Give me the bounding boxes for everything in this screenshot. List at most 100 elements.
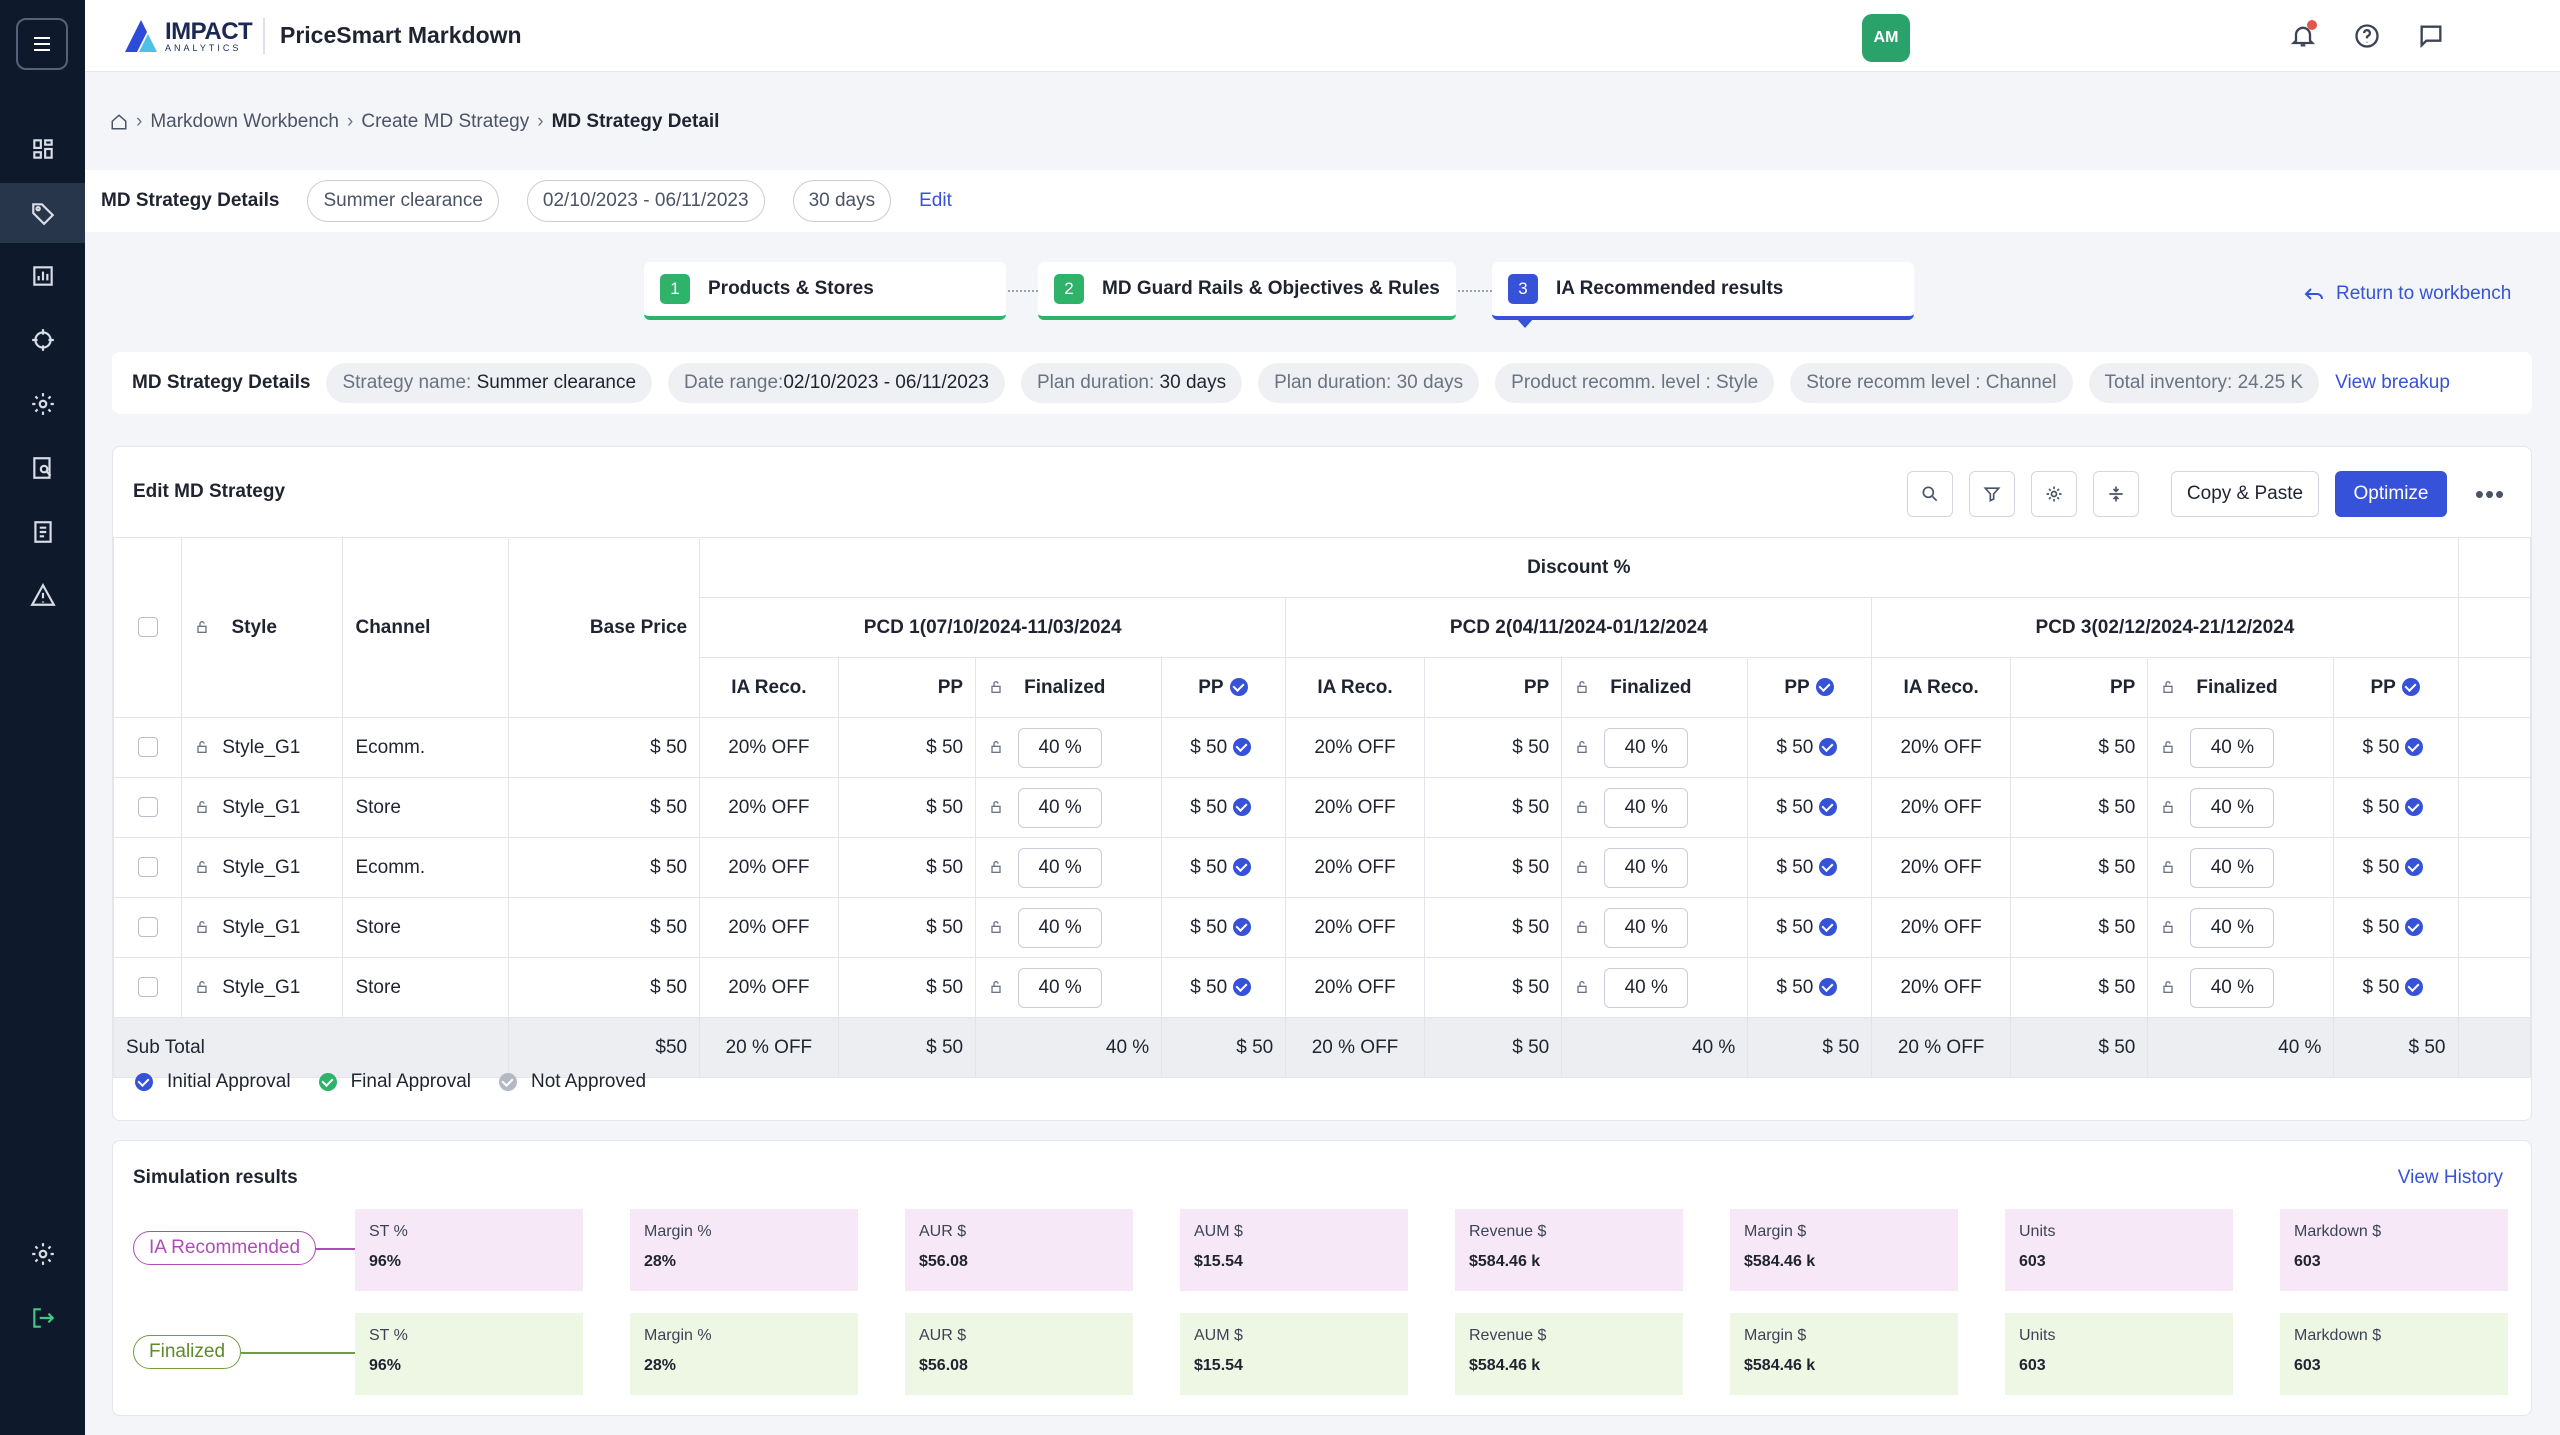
finalized-input[interactable]: 40 % <box>1604 727 1689 768</box>
finalized-input[interactable]: 40 % <box>1604 967 1689 1008</box>
finalized-input[interactable]: 40 % <box>1018 727 1103 768</box>
ia-reco-header[interactable]: IA Reco. <box>699 657 839 718</box>
approval-check-icon[interactable] <box>1233 798 1252 817</box>
pp-approval-header[interactable]: PP <box>1747 657 1873 718</box>
ia-reco-header[interactable]: IA Reco. <box>1871 657 2011 718</box>
finalized-input[interactable]: 40 % <box>2190 787 2275 828</box>
finalized-header[interactable]: Finalized <box>975 657 1163 718</box>
pp-approval-header[interactable]: PP <box>2333 657 2459 718</box>
row-checkbox[interactable] <box>137 797 158 818</box>
chat-button[interactable] <box>2413 18 2449 54</box>
table-row[interactable]: Style_G1 Store $ 50 20% OFF $ 50 40 % $ 50 20% … <box>112 777 2531 838</box>
notifications-button[interactable] <box>2285 18 2321 54</box>
lock-icon[interactable] <box>1574 859 1590 875</box>
approval-check-icon[interactable] <box>1819 978 1838 997</box>
expand-rows-button[interactable] <box>2093 471 2139 517</box>
approval-check-icon[interactable] <box>2405 738 2424 757</box>
lock-icon[interactable] <box>988 799 1004 815</box>
approval-check-icon[interactable] <box>1233 738 1252 757</box>
step-guard-rails[interactable]: 2 MD Guard Rails & Objectives & Rules <box>1038 262 1456 320</box>
lock-icon[interactable] <box>2160 799 2176 815</box>
lock-icon[interactable] <box>194 739 210 755</box>
breadcrumb-create-md-strategy[interactable]: Create MD Strategy <box>361 111 530 132</box>
style-header[interactable]: Style <box>181 537 344 718</box>
base-price-header[interactable]: Base Price <box>507 537 701 718</box>
sidebar-item-reports[interactable] <box>0 246 85 306</box>
finalized-input[interactable]: 40 % <box>1018 847 1103 888</box>
row-checkbox[interactable] <box>137 737 158 758</box>
lock-icon[interactable] <box>194 919 210 935</box>
sidebar-item-alerts[interactable] <box>0 565 85 625</box>
finalized-header[interactable]: Finalized <box>2147 657 2335 718</box>
row-checkbox[interactable] <box>137 977 158 998</box>
sidebar-item-dashboard[interactable] <box>0 119 85 179</box>
finalized-input[interactable]: 40 % <box>1018 907 1103 948</box>
sidebar-item-documents[interactable] <box>0 502 85 562</box>
sidebar-item-analytics[interactable] <box>0 438 85 498</box>
pp-approval-header[interactable]: PP <box>1161 657 1287 718</box>
lock-icon[interactable] <box>2160 679 2176 695</box>
step-products-stores[interactable]: 1 Products & Stores <box>644 262 1006 320</box>
copy-paste-button[interactable]: Copy & Paste <box>2171 471 2319 517</box>
pp-header[interactable]: PP <box>1423 657 1563 718</box>
channel-header[interactable]: Channel <box>342 537 509 718</box>
approval-check-icon[interactable] <box>1815 678 1834 697</box>
approval-check-icon[interactable] <box>1819 798 1838 817</box>
sidebar-item-markdown[interactable] <box>0 183 85 243</box>
finalized-input[interactable]: 40 % <box>2190 907 2275 948</box>
approval-check-icon[interactable] <box>2405 858 2424 877</box>
impact-analytics-logo[interactable]: IMPACT ANALYTICS <box>121 16 253 56</box>
settings-button[interactable] <box>2031 471 2077 517</box>
lock-icon[interactable] <box>194 619 210 635</box>
lock-icon[interactable] <box>2160 919 2176 935</box>
approval-check-icon[interactable] <box>2405 918 2424 937</box>
approval-check-icon[interactable] <box>1819 738 1838 757</box>
table-row[interactable]: Style_G1 Ecomm. $ 50 20% OFF $ 50 40 % $ 50 20%… <box>112 837 2531 898</box>
avatar[interactable]: AM <box>1862 14 1910 62</box>
view-breakup-link[interactable]: View breakup <box>2335 372 2450 393</box>
lock-icon[interactable] <box>988 859 1004 875</box>
home-icon[interactable] <box>110 113 128 131</box>
approval-check-icon[interactable] <box>2405 978 2424 997</box>
lock-icon[interactable] <box>1574 679 1590 695</box>
finalized-input[interactable]: 40 % <box>1018 787 1103 828</box>
finalized-input[interactable]: 40 % <box>1604 787 1689 828</box>
lock-icon[interactable] <box>1574 919 1590 935</box>
lock-icon[interactable] <box>2160 979 2176 995</box>
more-options-button[interactable]: ••• <box>2474 478 2506 509</box>
sidebar-item-logout[interactable] <box>0 1288 85 1348</box>
lock-icon[interactable] <box>988 679 1004 695</box>
lock-icon[interactable] <box>194 859 210 875</box>
pp-header[interactable]: PP <box>2009 657 2149 718</box>
lock-icon[interactable] <box>1574 979 1590 995</box>
step-ia-recommended[interactable]: 3 IA Recommended results <box>1492 262 1914 320</box>
select-all-checkbox[interactable] <box>137 617 158 638</box>
lock-icon[interactable] <box>1574 739 1590 755</box>
approval-check-icon[interactable] <box>1819 858 1838 877</box>
table-row[interactable]: Style_G1 Store $ 50 20% OFF $ 50 40 % $ 50 20% … <box>112 897 2531 958</box>
lock-icon[interactable] <box>2160 739 2176 755</box>
approval-check-icon[interactable] <box>1819 918 1838 937</box>
table-row[interactable]: Style_G1 Store $ 50 20% OFF $ 50 40 % $ 50 20% … <box>112 957 2531 1018</box>
finalized-input[interactable]: 40 % <box>1604 847 1689 888</box>
search-button[interactable] <box>1907 471 1953 517</box>
edit-link[interactable]: Edit <box>919 190 952 211</box>
approval-check-icon[interactable] <box>1233 978 1252 997</box>
lock-icon[interactable] <box>988 979 1004 995</box>
help-button[interactable] <box>2349 18 2385 54</box>
ia-reco-header[interactable]: IA Reco. <box>1285 657 1425 718</box>
sidebar-item-settings[interactable] <box>0 1224 85 1284</box>
approval-check-icon[interactable] <box>1229 678 1248 697</box>
finalized-input[interactable]: 40 % <box>1018 967 1103 1008</box>
lock-icon[interactable] <box>988 919 1004 935</box>
menu-toggle-button[interactable] <box>16 18 68 70</box>
finalized-input[interactable]: 40 % <box>2190 847 2275 888</box>
filter-button[interactable] <box>1969 471 2015 517</box>
sidebar-item-configuration[interactable] <box>0 374 85 434</box>
lock-icon[interactable] <box>194 799 210 815</box>
row-checkbox[interactable] <box>137 917 158 938</box>
finalized-header[interactable]: Finalized <box>1561 657 1749 718</box>
lock-icon[interactable] <box>1574 799 1590 815</box>
approval-check-icon[interactable] <box>1233 918 1252 937</box>
view-history-link[interactable]: View History <box>2397 1167 2503 1188</box>
